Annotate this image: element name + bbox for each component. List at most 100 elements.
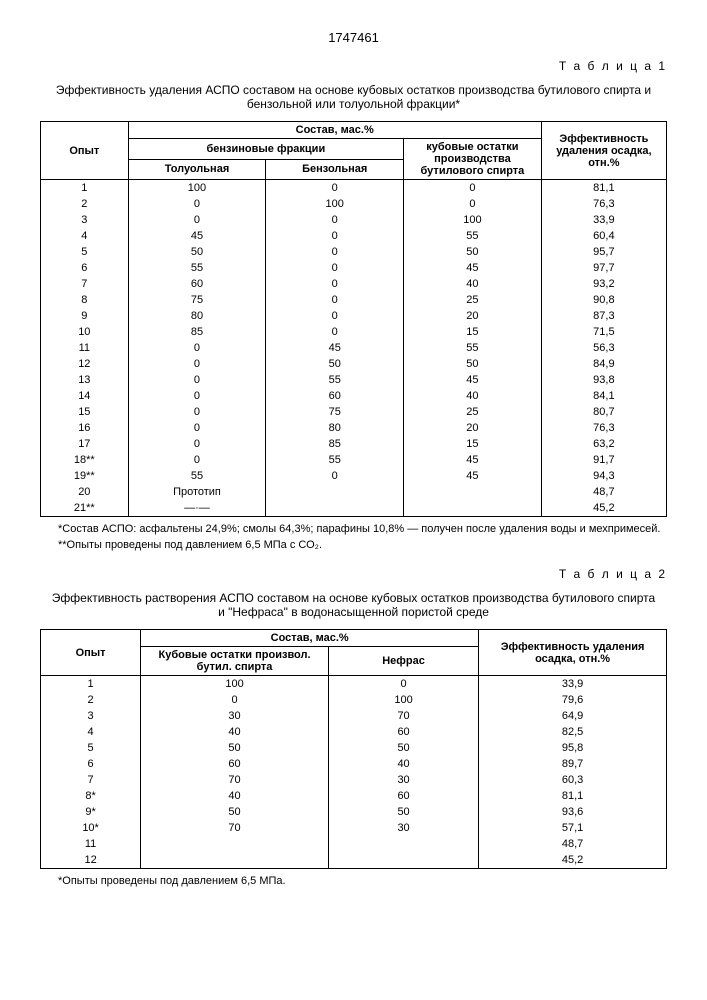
table-cell: 80,7	[541, 404, 666, 420]
table-cell: 84,9	[541, 356, 666, 372]
table-cell: 97,7	[541, 260, 666, 276]
table-row: 4406082,5	[41, 724, 667, 740]
table-cell: 0	[128, 212, 266, 228]
table-cell: 85	[266, 436, 404, 452]
table-cell: 45	[266, 340, 404, 356]
table-cell: 0	[266, 292, 404, 308]
table-cell: 0	[266, 324, 404, 340]
table-cell: Прототип	[128, 484, 266, 500]
table-cell: 100	[128, 180, 266, 197]
table-cell: 50	[404, 356, 542, 372]
table-cell	[328, 836, 478, 852]
table-cell: 0	[141, 692, 329, 708]
table-cell: 0	[328, 676, 478, 693]
table-cell: 70	[141, 820, 329, 836]
table2: Опыт Состав, мас.% Эффективность удалени…	[40, 629, 667, 869]
table2-title: Эффективность растворения АСПО составом …	[40, 591, 667, 619]
table-row: 55005095,7	[41, 244, 667, 260]
table-cell: 81,1	[541, 180, 666, 197]
table-row: 18**0554591,7	[41, 452, 667, 468]
table-cell: 55	[404, 340, 542, 356]
table-cell: 3	[41, 708, 141, 724]
table-cell: 6	[41, 260, 129, 276]
table-row: 2010079,6	[41, 692, 667, 708]
table-cell: 17	[41, 436, 129, 452]
table-cell: 95,7	[541, 244, 666, 260]
table-row: 120505084,9	[41, 356, 667, 372]
table-row: 108501571,5	[41, 324, 667, 340]
table-cell: 40	[141, 724, 329, 740]
table-cell: 1	[41, 180, 129, 197]
table-cell: 63,2	[541, 436, 666, 452]
table-cell: 70	[141, 772, 329, 788]
table-cell: 0	[266, 244, 404, 260]
table-cell: 0	[266, 212, 404, 228]
table-cell: 100	[328, 692, 478, 708]
table-cell: 45	[404, 452, 542, 468]
table-cell: 0	[266, 276, 404, 292]
table-cell: 75	[128, 292, 266, 308]
table-row: 65504597,7	[41, 260, 667, 276]
table-cell: 0	[404, 180, 542, 197]
table-cell: 55	[128, 260, 266, 276]
table1-title: Эффективность удаления АСПО составом на …	[40, 83, 667, 111]
table-cell: 45	[404, 468, 542, 484]
table-cell: 33,9	[541, 212, 666, 228]
table-cell: 45	[128, 228, 266, 244]
table-cell: 0	[128, 452, 266, 468]
table-row: 140604084,1	[41, 388, 667, 404]
table-row: 110455556,3	[41, 340, 667, 356]
table-cell: 2	[41, 196, 129, 212]
table-cell: 0	[128, 196, 266, 212]
table-cell: 84,1	[541, 388, 666, 404]
doc-number: 1747461	[40, 30, 667, 45]
table-row: 3307064,9	[41, 708, 667, 724]
table-cell: 50	[141, 740, 329, 756]
t1-h-benzfrak: бензиновые фракции	[128, 139, 403, 160]
t2-h-opyt: Опыт	[41, 630, 141, 676]
table-cell: 81,1	[479, 788, 667, 804]
table-cell: 25	[404, 404, 542, 420]
table-row: 76004093,2	[41, 276, 667, 292]
table-cell: 18**	[41, 452, 129, 468]
t2-h-kub: Кубовые остатки произвол. бутил. спирта	[141, 647, 329, 676]
table-row: 9*505093,6	[41, 804, 667, 820]
table-cell: 93,2	[541, 276, 666, 292]
table-cell: 70	[328, 708, 478, 724]
table-cell: 40	[141, 788, 329, 804]
table-cell: 30	[328, 772, 478, 788]
table-cell: 56,3	[541, 340, 666, 356]
table-cell: 60	[328, 724, 478, 740]
table-cell: 100	[141, 676, 329, 693]
table-cell	[266, 500, 404, 517]
table-row: 1148,7	[41, 836, 667, 852]
table-cell: 50	[328, 740, 478, 756]
table-cell: 15	[404, 324, 542, 340]
table-row: 98002087,3	[41, 308, 667, 324]
table-cell: 45,2	[541, 500, 666, 517]
table-cell: 55	[266, 372, 404, 388]
t1-h-benz: Бензольная	[266, 159, 404, 180]
table-cell: 50	[266, 356, 404, 372]
t2-h-nefras: Нефрас	[328, 647, 478, 676]
table-row: 87502590,8	[41, 292, 667, 308]
t1-h-sostav: Состав, мас.%	[128, 122, 541, 139]
table-cell: 21**	[41, 500, 129, 517]
table1-foot1: *Состав АСПО: асфальтены 24,9%; смолы 64…	[40, 523, 667, 535]
table2-label: Т а б л и ц а 2	[40, 567, 667, 581]
table-cell: 95,8	[479, 740, 667, 756]
table-cell: 30	[328, 820, 478, 836]
table-cell: 79,6	[479, 692, 667, 708]
table-row: 30010033,9	[41, 212, 667, 228]
table-cell: 0	[128, 420, 266, 436]
table-cell: 60	[141, 756, 329, 772]
table-cell: 4	[41, 724, 141, 740]
table-cell: 40	[404, 388, 542, 404]
table-cell: 25	[404, 292, 542, 308]
table-cell: 48,7	[541, 484, 666, 500]
table-cell: 30	[141, 708, 329, 724]
table1: Опыт Состав, мас.% Эффективность удалени…	[40, 121, 667, 517]
table-cell: 7	[41, 772, 141, 788]
table-cell: 90,8	[541, 292, 666, 308]
table-cell: 60,4	[541, 228, 666, 244]
